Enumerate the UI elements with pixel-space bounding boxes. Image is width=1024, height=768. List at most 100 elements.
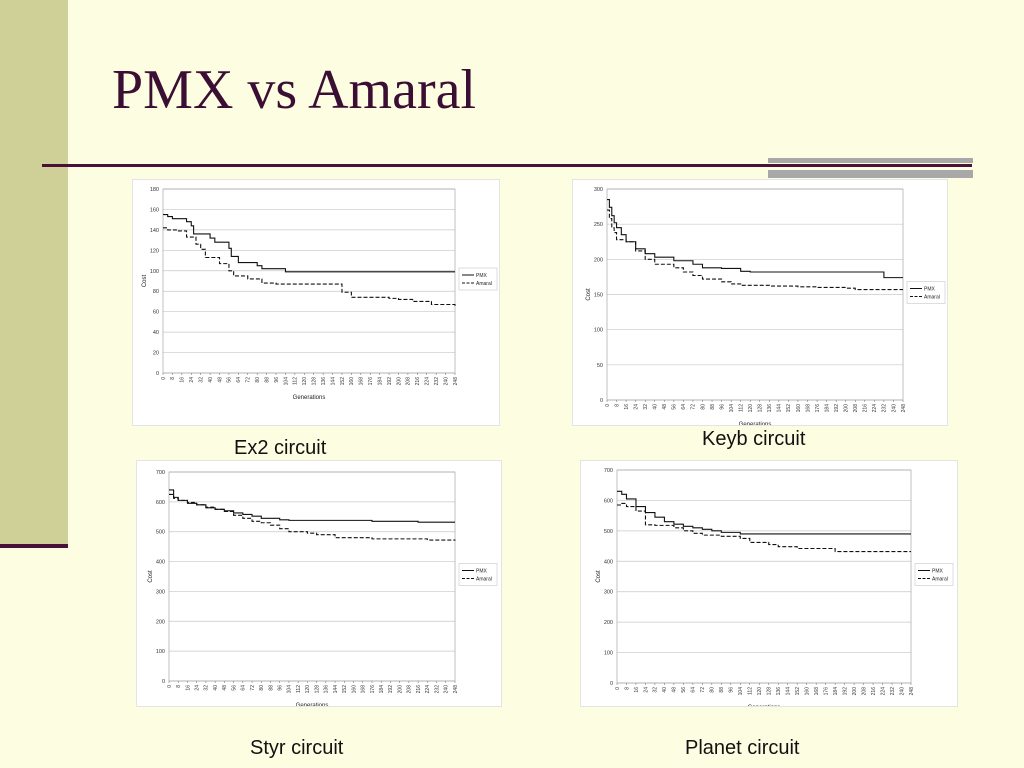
x-tick-label: 232 xyxy=(434,377,440,386)
y-axis-label: Cost xyxy=(148,570,154,583)
x-tick-label: 200 xyxy=(396,377,402,386)
x-tick-label: 208 xyxy=(853,404,859,413)
x-tick-label: 160 xyxy=(804,687,810,696)
y-tick-label: 500 xyxy=(604,529,613,535)
x-tick-label: 128 xyxy=(758,404,764,413)
x-tick-label: 120 xyxy=(757,687,763,696)
legend-label: PMX xyxy=(476,273,488,279)
caption-planet: Planet circuit xyxy=(685,737,800,759)
series-line-amaral xyxy=(169,493,456,541)
x-tick-label: 72 xyxy=(246,377,252,383)
x-tick-label: 184 xyxy=(833,687,839,696)
x-tick-label: 96 xyxy=(274,377,280,383)
x-tick-label: 24 xyxy=(194,685,200,691)
y-tick-label: 60 xyxy=(153,310,159,316)
x-tick-label: 16 xyxy=(185,685,191,691)
y-tick-label: 100 xyxy=(594,328,603,334)
x-tick-label: 32 xyxy=(643,404,649,410)
x-tick-label: 80 xyxy=(259,685,265,691)
y-tick-label: 250 xyxy=(594,222,603,228)
y-tick-label: 140 xyxy=(150,228,159,234)
chart-keyb: 0 50 100 150 200 250 300 0 8 16 24 32 40 48 56 64 72 80 88… xyxy=(572,179,948,426)
legend-label: PMX xyxy=(924,287,936,293)
x-tick-label: 64 xyxy=(241,685,247,691)
x-tick-label: 40 xyxy=(208,377,214,383)
y-tick-label: 100 xyxy=(156,649,165,655)
y-axis-label: Cost xyxy=(142,275,148,288)
legend-label: PMX xyxy=(476,569,488,575)
x-axis-label: Generations xyxy=(739,422,772,425)
x-tick-label: 224 xyxy=(425,377,431,386)
x-tick-label: 168 xyxy=(805,404,811,413)
x-tick-label: 240 xyxy=(443,377,449,386)
x-tick-label: 208 xyxy=(861,687,867,696)
chart-planet: 0 100 200 300 400 500 600 700 0 8 16 24 32 40 48 56 64 72… xyxy=(580,460,958,707)
x-tick-label: 32 xyxy=(198,377,204,383)
x-tick-label: 0 xyxy=(161,377,167,380)
y-tick-label: 200 xyxy=(604,620,613,626)
x-tick-label: 152 xyxy=(342,685,348,694)
x-tick-label: 104 xyxy=(729,404,735,413)
y-tick-label: 0 xyxy=(610,681,613,687)
x-tick-label: 88 xyxy=(264,377,270,383)
chart-ex2: 0 20 40 60 80 100 120 140 160 180 0 8 16 24 32 40 48 56 64… xyxy=(132,179,500,426)
y-tick-label: 80 xyxy=(153,289,159,295)
legend-box xyxy=(914,563,954,586)
series-line-amaral xyxy=(163,227,456,307)
x-tick-label: 112 xyxy=(296,685,302,693)
x-tick-label: 192 xyxy=(388,685,394,694)
x-tick-label: 200 xyxy=(844,404,850,413)
y-tick-label: 400 xyxy=(156,560,165,566)
x-tick-label: 80 xyxy=(255,377,261,383)
x-tick-label: 48 xyxy=(217,377,223,383)
x-tick-label: 120 xyxy=(748,404,754,413)
x-tick-label: 224 xyxy=(425,685,431,694)
x-tick-label: 192 xyxy=(387,377,393,386)
x-tick-label: 232 xyxy=(882,404,888,413)
x-tick-label: 208 xyxy=(406,377,412,386)
x-tick-label: 24 xyxy=(633,404,639,410)
x-tick-label: 128 xyxy=(314,685,320,694)
x-tick-label: 120 xyxy=(305,685,311,694)
series-line-pmx xyxy=(163,214,455,273)
x-tick-label: 192 xyxy=(842,687,848,696)
plot-area xyxy=(616,469,912,684)
x-tick-label: 16 xyxy=(180,377,186,383)
x-tick-label: 56 xyxy=(231,685,237,691)
x-tick-label: 88 xyxy=(268,685,274,691)
x-tick-label: 224 xyxy=(880,687,886,696)
x-tick-label: 88 xyxy=(719,687,725,693)
x-tick-label: 192 xyxy=(834,404,840,413)
x-tick-label: 56 xyxy=(227,377,233,383)
x-tick-label: 200 xyxy=(397,685,403,694)
x-tick-label: 72 xyxy=(691,404,697,410)
x-tick-label: 80 xyxy=(700,404,706,410)
x-tick-label: 72 xyxy=(250,685,256,691)
x-tick-label: 80 xyxy=(710,687,716,693)
x-tick-label: 144 xyxy=(330,377,336,386)
y-axis-label: Cost xyxy=(586,288,592,301)
x-tick-label: 152 xyxy=(340,377,346,386)
caption-styr: Styr circuit xyxy=(250,737,344,759)
legend-box xyxy=(458,563,498,586)
x-tick-label: 176 xyxy=(815,404,821,413)
y-tick-label: 700 xyxy=(604,468,613,474)
legend-label: Amaral xyxy=(932,577,948,583)
x-tick-label: 144 xyxy=(333,685,339,694)
x-tick-label: 24 xyxy=(189,377,195,383)
x-tick-label: 240 xyxy=(444,685,450,694)
x-tick-label: 160 xyxy=(351,685,357,694)
x-tick-label: 176 xyxy=(823,687,829,696)
y-tick-label: 20 xyxy=(153,351,159,357)
x-tick-label: 112 xyxy=(748,687,754,695)
x-tick-label: 240 xyxy=(899,687,905,696)
x-tick-label: 64 xyxy=(691,687,697,693)
y-tick-label: 700 xyxy=(156,470,165,476)
x-tick-label: 56 xyxy=(672,404,678,410)
x-tick-label: 136 xyxy=(321,377,327,386)
x-tick-label: 56 xyxy=(681,687,687,693)
y-tick-label: 300 xyxy=(156,589,165,595)
x-tick-label: 136 xyxy=(776,687,782,696)
slide-title: PMX vs Amaral xyxy=(112,59,476,121)
y-tick-label: 40 xyxy=(153,330,159,336)
